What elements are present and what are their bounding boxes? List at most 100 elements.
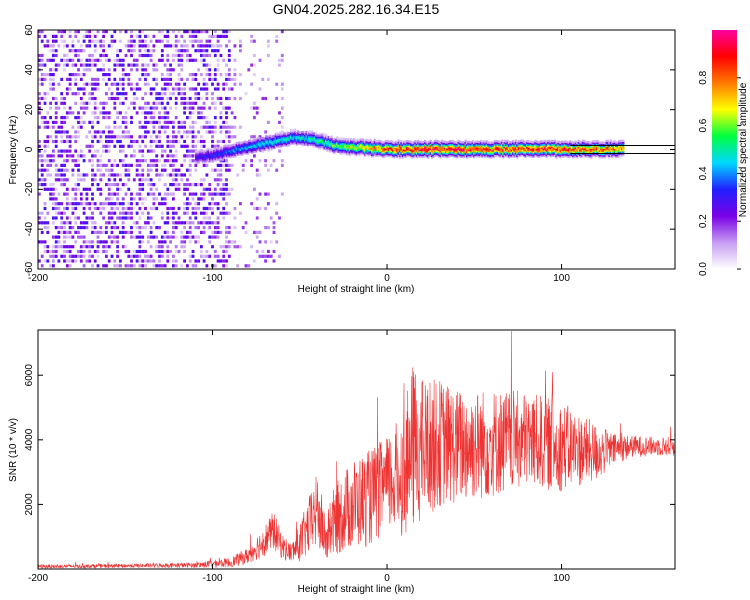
spectrogram-cell — [52, 249, 55, 254]
ridge-cell — [306, 143, 309, 147]
ridge-cell — [292, 132, 295, 135]
spectrogram-cell — [88, 82, 92, 86]
spectrogram-cell — [38, 144, 41, 148]
spectrogram-cell — [160, 96, 164, 101]
spectrogram-cell — [116, 240, 119, 244]
ridge-cell — [560, 140, 564, 143]
ridge-cell — [354, 153, 357, 156]
ridge-cell — [576, 144, 579, 148]
spectrogram-cell — [68, 202, 72, 206]
ridge-cell — [574, 142, 577, 145]
ridge-cell — [327, 147, 330, 150]
ridge-cell — [576, 151, 579, 154]
spectrogram-cell — [88, 254, 92, 258]
ridge-cell — [417, 146, 420, 149]
ridge-cell — [281, 142, 284, 145]
ridge-cell — [563, 146, 566, 150]
spectrogram-cell — [121, 77, 125, 81]
spectrogram-cell — [169, 192, 172, 196]
ridge-cell — [410, 155, 413, 158]
ridge-cell — [583, 146, 586, 149]
ridge-cell — [243, 149, 247, 153]
spectrogram-cell — [163, 44, 167, 48]
spectrogram-cell — [250, 202, 253, 206]
spectrogram-cell — [46, 159, 50, 163]
ridge-cell — [206, 151, 209, 155]
ridge-cell — [573, 146, 576, 149]
ridge-cell — [306, 140, 309, 144]
ridge-cell — [302, 140, 305, 143]
ridge-cell — [355, 144, 358, 147]
ridge-cell — [323, 147, 326, 151]
ridge-cell — [394, 155, 397, 158]
spectrogram-cell — [46, 245, 50, 249]
spectrogram-cell — [141, 154, 145, 158]
spectrogram-cell — [155, 101, 159, 105]
spectrogram-cell — [197, 116, 200, 120]
ridge-cell — [535, 143, 538, 146]
ridge-cell — [443, 142, 446, 145]
spectrogram-cell — [202, 139, 206, 144]
spectrogram-cell — [205, 211, 209, 215]
spectrogram-cell — [99, 58, 103, 62]
ridge-cell — [530, 151, 533, 154]
spectrogram-cell — [183, 92, 186, 96]
spectrogram-cell — [38, 216, 41, 220]
spectrogram-cell — [152, 159, 156, 163]
spectrogram-cell — [169, 120, 172, 124]
ridge-cell — [382, 149, 385, 152]
spectrogram-cell — [186, 168, 189, 172]
ridge-cell — [577, 147, 580, 151]
ridge-cell — [439, 143, 442, 146]
spectrogram-cell — [40, 63, 44, 67]
ridge-cell — [446, 144, 449, 147]
ridge-cell — [230, 146, 233, 149]
ridge-cell — [463, 147, 466, 151]
spectrogram-cell — [43, 226, 47, 230]
ridge-cell — [324, 138, 328, 141]
spectrogram-cell — [233, 68, 237, 72]
ridge-cell — [558, 143, 561, 147]
spectrogram-cell — [94, 25, 97, 28]
spectrogram-cell — [177, 187, 181, 191]
spectrogram-cell — [152, 130, 156, 134]
spectrogram-cell — [71, 63, 75, 67]
spectrogram-cell — [194, 183, 198, 187]
ridge-cell — [450, 148, 453, 151]
spectrogram-cell — [160, 77, 164, 81]
spectrogram-cell — [213, 120, 217, 124]
ridge-cell — [505, 151, 508, 155]
ridge-cell — [579, 140, 582, 144]
ridge-cell — [351, 151, 354, 154]
ridge-cell — [350, 141, 353, 144]
ridge-cell — [477, 142, 480, 145]
spectrogram-cell — [138, 206, 142, 211]
ridge-cell — [419, 140, 423, 144]
spectrogram-cell — [155, 264, 159, 268]
ridge-cell — [612, 142, 615, 145]
spectrogram-cell — [194, 30, 198, 34]
spectrogram-cell — [138, 125, 142, 129]
ridge-cell — [613, 141, 617, 145]
spectrogram-cell — [85, 221, 89, 225]
ridge-cell — [530, 148, 533, 151]
spectrogram-cell — [52, 149, 55, 153]
ridge-cell — [308, 141, 311, 144]
ridge-cell — [362, 142, 365, 145]
spectrogram-cell — [52, 139, 55, 144]
ridge-cell — [327, 144, 330, 147]
spectrogram-cell — [141, 187, 145, 191]
ridge-cell — [546, 141, 550, 144]
ridge-cell — [485, 144, 488, 148]
spectrogram-cell — [85, 82, 89, 86]
ridge-cell — [313, 143, 316, 146]
spectrogram-cell — [113, 163, 117, 167]
spectrogram-cell — [194, 163, 198, 167]
spectrogram-cell — [138, 144, 142, 148]
ridge-cell — [256, 144, 259, 147]
ridge-cell — [361, 141, 364, 144]
ridge-cell — [450, 151, 453, 154]
ridge-cell — [519, 148, 522, 151]
spectrogram-cell — [116, 87, 119, 91]
spectrogram-cell — [222, 30, 226, 34]
